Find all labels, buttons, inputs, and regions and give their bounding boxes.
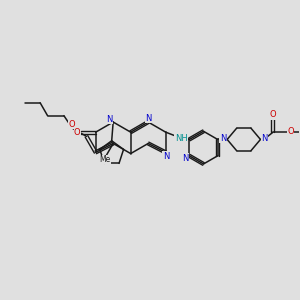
Text: Me: Me xyxy=(99,155,110,164)
Text: O: O xyxy=(74,128,81,137)
Text: NH: NH xyxy=(175,134,188,143)
Text: N: N xyxy=(106,115,112,124)
Text: O: O xyxy=(287,127,294,136)
Text: O: O xyxy=(68,119,75,128)
Text: N: N xyxy=(163,152,169,161)
Text: N: N xyxy=(220,134,226,143)
Text: N: N xyxy=(261,134,268,143)
Text: N: N xyxy=(182,154,188,163)
Text: O: O xyxy=(270,110,276,119)
Text: N: N xyxy=(145,114,152,123)
